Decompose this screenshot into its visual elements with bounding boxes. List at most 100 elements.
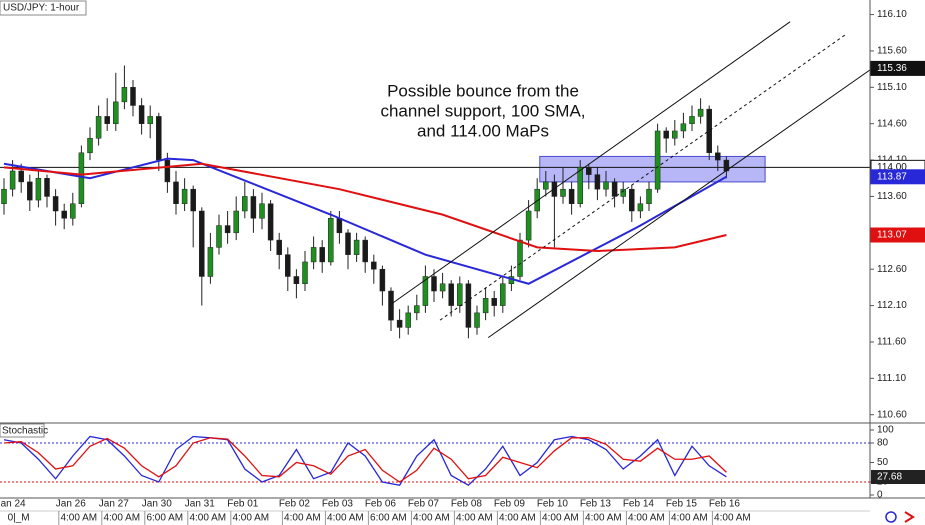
annotation: Possible bounce from the (387, 81, 579, 100)
candle-body (70, 203, 76, 219)
candle-body (147, 116, 153, 124)
candle-body (35, 178, 42, 201)
icon[interactable] (904, 511, 915, 523)
price-tag (870, 60, 925, 76)
candle-body (121, 87, 128, 103)
candle-body (500, 283, 506, 306)
candle-body (362, 239, 368, 263)
candle-body (285, 254, 291, 277)
x-time-label: 4:00 AM (671, 513, 708, 524)
candle-body (646, 188, 652, 204)
price-tag-label: 114.00 (877, 162, 907, 173)
candle-body (276, 239, 282, 255)
candle-body (207, 247, 214, 277)
annotation: and 114.00 MaPs (417, 121, 549, 140)
y-tick-label: 112.10 (877, 300, 907, 311)
candle-body (517, 239, 523, 277)
y-tick-label: 111.60 (877, 337, 907, 348)
candle-body (697, 108, 704, 117)
support-zone (539, 155, 766, 183)
candle-body (396, 319, 403, 328)
candle-body (491, 298, 497, 306)
candle-body (44, 178, 50, 197)
stochastic-line (3, 437, 727, 483)
candle-body (104, 116, 110, 124)
candle-body (465, 283, 472, 328)
x-time-label: 4:00 AM (542, 513, 579, 524)
channel-line (439, 34, 846, 321)
candle-body (293, 276, 300, 285)
candle-body (689, 116, 695, 124)
stochastic-tick-label: 50 (877, 457, 889, 468)
candle-body (78, 152, 85, 204)
candle-body (586, 167, 592, 175)
candle-body (250, 196, 257, 219)
x-time-label: 4:00 AM (499, 513, 536, 524)
candle-body (216, 225, 222, 248)
y-tick-label: 113.60 (877, 191, 907, 202)
x-tick-label: Feb 01 (227, 499, 259, 510)
candle-body (379, 268, 386, 292)
candle-body (543, 181, 549, 190)
x-tick-label: Feb 03 (322, 499, 354, 510)
candle-body (328, 218, 334, 263)
candle-body (482, 298, 489, 314)
channel-line (389, 21, 791, 306)
x-tick-label: Feb 02 (279, 499, 311, 510)
candle-body (345, 232, 351, 255)
stochastic-tag (871, 470, 925, 485)
candle-body (61, 210, 67, 219)
stochastic-title-box (0, 423, 45, 438)
candle-body (672, 130, 678, 139)
candle-body (164, 159, 171, 183)
candle-body (130, 87, 136, 106)
candle-body (371, 261, 377, 270)
candle-body (654, 130, 661, 190)
candle-body (525, 210, 532, 241)
x-time-label: 4:00 AM (284, 513, 321, 524)
icon[interactable] (885, 511, 897, 523)
x-time-label: 4:00 AM (103, 513, 140, 524)
candle-body (568, 188, 575, 204)
x-time-label: 4:00 AM (628, 513, 665, 524)
candle-body (353, 239, 360, 255)
candle-body (663, 130, 669, 139)
x-time-label: 6:00 AM (146, 513, 183, 524)
x-tick-label: Feb 13 (580, 499, 612, 510)
x-tick-label: Feb 16 (709, 499, 741, 510)
chart-title: USD/JPY: 1-hour (3, 3, 80, 14)
x-tick-label: Jan 27 (99, 499, 129, 510)
candle-body (706, 108, 712, 154)
candle-body (27, 181, 33, 201)
candle-body (259, 203, 265, 219)
candle-body (302, 261, 308, 285)
candle-body (233, 210, 239, 234)
x-tick-label: Feb 10 (537, 499, 569, 510)
x-time-label: 4:00 AM (232, 513, 269, 524)
price-tag-label: 113.87 (877, 171, 907, 182)
candle-body (310, 247, 317, 263)
x-time-label: 4:00 AM (714, 513, 751, 524)
candle-body (199, 210, 205, 277)
x-time-label: 0|_M (8, 513, 30, 524)
candle-body (594, 174, 601, 190)
moving-average (3, 162, 727, 253)
candle-body (620, 188, 626, 197)
price-tag-label: 113.07 (877, 230, 907, 241)
candle-body (414, 305, 420, 314)
stochastic-panel (0, 435, 870, 487)
toolbar-icons[interactable] (885, 511, 915, 523)
candle-body (457, 283, 463, 306)
x-tick-label: Jan 31 (185, 499, 215, 510)
y-tick-label: 116.10 (877, 9, 907, 20)
x-tick-label: Feb 07 (408, 499, 440, 510)
candle-body (422, 276, 429, 306)
candle-body (577, 167, 583, 204)
y-tick-label: 115.10 (877, 82, 907, 93)
candle-body (18, 170, 24, 183)
candle-body (87, 137, 93, 154)
candle-body (439, 283, 446, 292)
price-panel (0, 21, 870, 339)
x-time-label: 4:00 AM (456, 513, 493, 524)
